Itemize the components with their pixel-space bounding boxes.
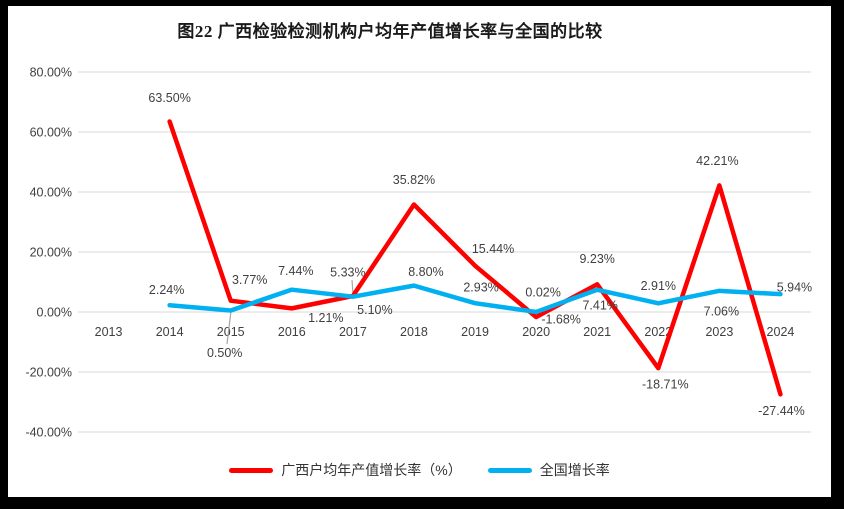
- data-label: -1.68%: [541, 313, 581, 327]
- data-label: 3.77%: [232, 273, 267, 287]
- data-label: 2.93%: [463, 281, 498, 295]
- data-label: 7.44%: [278, 264, 313, 278]
- x-axis-label: 2021: [583, 325, 611, 339]
- data-label: 2.24%: [149, 283, 184, 297]
- y-axis-label: 40.00%: [30, 186, 72, 200]
- data-label: 7.06%: [704, 304, 739, 318]
- data-label: 2.91%: [641, 279, 676, 293]
- data-label: 9.23%: [579, 252, 614, 266]
- x-axis-label: 2024: [767, 325, 795, 339]
- y-axis-label: 80.00%: [30, 66, 72, 80]
- legend-item-national: 全国增长率: [487, 460, 610, 480]
- legend-item-guangxi: 广西户均年产值增长率（%）: [229, 460, 462, 480]
- y-axis-label: 20.00%: [30, 246, 72, 260]
- x-axis-label: 2013: [95, 325, 123, 339]
- legend-swatch-guangxi-line: [229, 467, 274, 473]
- data-label: 8.80%: [408, 265, 443, 279]
- legend: 广西户均年产值增长率（%） 全国增长率: [8, 459, 831, 481]
- x-axis-label: 2022: [644, 325, 672, 339]
- data-label: -18.71%: [642, 378, 689, 392]
- y-axis-label: 60.00%: [30, 126, 72, 140]
- y-axis-label: -20.00%: [25, 366, 72, 380]
- legend-label-guangxi: 广西户均年产值增长率（%）: [281, 462, 462, 478]
- x-axis-label: 2023: [705, 325, 733, 339]
- x-axis-label: 2016: [278, 325, 306, 339]
- y-axis-label: 0.00%: [37, 306, 72, 320]
- data-label: 63.50%: [148, 91, 190, 105]
- series-line-national: [167, 283, 783, 315]
- x-axis-label: 2019: [461, 325, 489, 339]
- data-label: 5.94%: [777, 281, 812, 295]
- data-label: 1.21%: [308, 311, 343, 325]
- data-label: -27.44%: [758, 404, 805, 418]
- series-line-guangxi: [167, 119, 783, 397]
- data-label: 35.82%: [393, 173, 435, 187]
- data-label: 0.02%: [525, 285, 560, 299]
- y-axis-label: -40.00%: [25, 426, 72, 440]
- x-axis-label: 2020: [522, 325, 550, 339]
- data-label: 15.44%: [472, 242, 514, 256]
- data-label: 42.21%: [696, 154, 738, 168]
- x-axis-label: 2015: [217, 325, 245, 339]
- legend-label-national: 全国增长率: [539, 462, 610, 478]
- data-label: 7.41%: [582, 298, 617, 312]
- x-axis-label: 2014: [156, 325, 184, 339]
- data-label: 5.10%: [357, 303, 392, 317]
- data-label: 0.50%: [207, 346, 242, 360]
- x-axis-label: 2018: [400, 325, 428, 339]
- label-leader-line: [351, 279, 354, 295]
- data-label: 5.33%: [330, 266, 365, 280]
- chart-title: 图22 广西检验检测机构户均年产值增长率与全国的比较: [177, 22, 603, 41]
- legend-swatch-national-line: [487, 467, 532, 473]
- x-axis-label: 2017: [339, 325, 367, 339]
- label-leader-line: [226, 310, 232, 345]
